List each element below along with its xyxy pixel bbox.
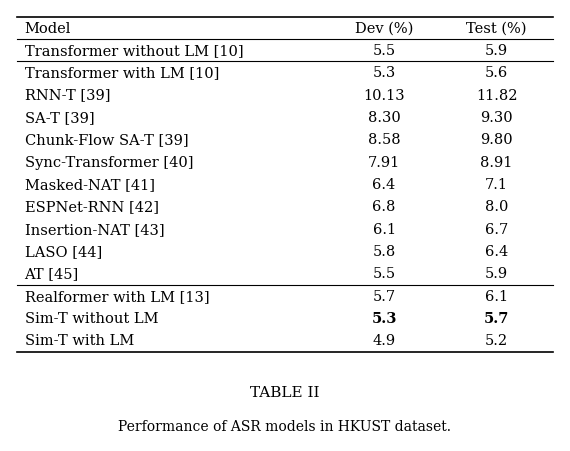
Text: LASO [44]: LASO [44] [25,244,102,258]
Text: Insertion-NAT [43]: Insertion-NAT [43] [25,222,164,236]
Text: Sim-T without LM: Sim-T without LM [25,311,158,325]
Text: 5.7: 5.7 [484,311,510,325]
Text: 6.7: 6.7 [485,222,508,236]
Text: Transformer with LM [10]: Transformer with LM [10] [25,66,219,80]
Text: 6.8: 6.8 [372,200,396,214]
Text: 5.8: 5.8 [373,244,396,258]
Text: 5.3: 5.3 [372,311,397,325]
Text: SA-T [39]: SA-T [39] [25,110,94,124]
Text: 5.7: 5.7 [373,289,396,303]
Text: Sync-Transformer [40]: Sync-Transformer [40] [25,155,193,169]
Text: 6.4: 6.4 [373,178,396,192]
Text: 8.0: 8.0 [485,200,508,214]
Text: Test (%): Test (%) [466,22,527,36]
Text: Masked-NAT [41]: Masked-NAT [41] [25,178,154,192]
Text: 5.9: 5.9 [485,267,508,281]
Text: 5.5: 5.5 [373,44,396,58]
Text: 5.6: 5.6 [485,66,508,80]
Text: 7.91: 7.91 [368,155,400,169]
Text: 5.9: 5.9 [485,44,508,58]
Text: 8.30: 8.30 [368,110,401,124]
Text: 5.3: 5.3 [373,66,396,80]
Text: 5.2: 5.2 [485,334,508,348]
Text: 9.30: 9.30 [481,110,513,124]
Text: 6.1: 6.1 [373,222,396,236]
Text: Sim-T with LM: Sim-T with LM [25,334,134,348]
Text: 8.58: 8.58 [368,133,401,147]
Text: Chunk-Flow SA-T [39]: Chunk-Flow SA-T [39] [25,133,188,147]
Text: TABLE II: TABLE II [250,386,320,399]
Text: 10.13: 10.13 [363,88,405,102]
Text: 9.80: 9.80 [481,133,513,147]
Text: Performance of ASR models in HKUST dataset.: Performance of ASR models in HKUST datas… [119,419,451,433]
Text: 8.91: 8.91 [481,155,513,169]
Text: RNN-T [39]: RNN-T [39] [25,88,110,102]
Text: Realformer with LM [13]: Realformer with LM [13] [25,289,209,303]
Text: 11.82: 11.82 [476,88,518,102]
Text: 6.4: 6.4 [485,244,508,258]
Text: Dev (%): Dev (%) [355,22,413,36]
Text: Model: Model [25,22,71,36]
Text: 6.1: 6.1 [485,289,508,303]
Text: Transformer without LM [10]: Transformer without LM [10] [25,44,243,58]
Text: 4.9: 4.9 [373,334,396,348]
Text: 5.5: 5.5 [373,267,396,281]
Text: ESPNet-RNN [42]: ESPNet-RNN [42] [25,200,158,214]
Text: 7.1: 7.1 [485,178,508,192]
Text: AT [45]: AT [45] [25,267,79,281]
